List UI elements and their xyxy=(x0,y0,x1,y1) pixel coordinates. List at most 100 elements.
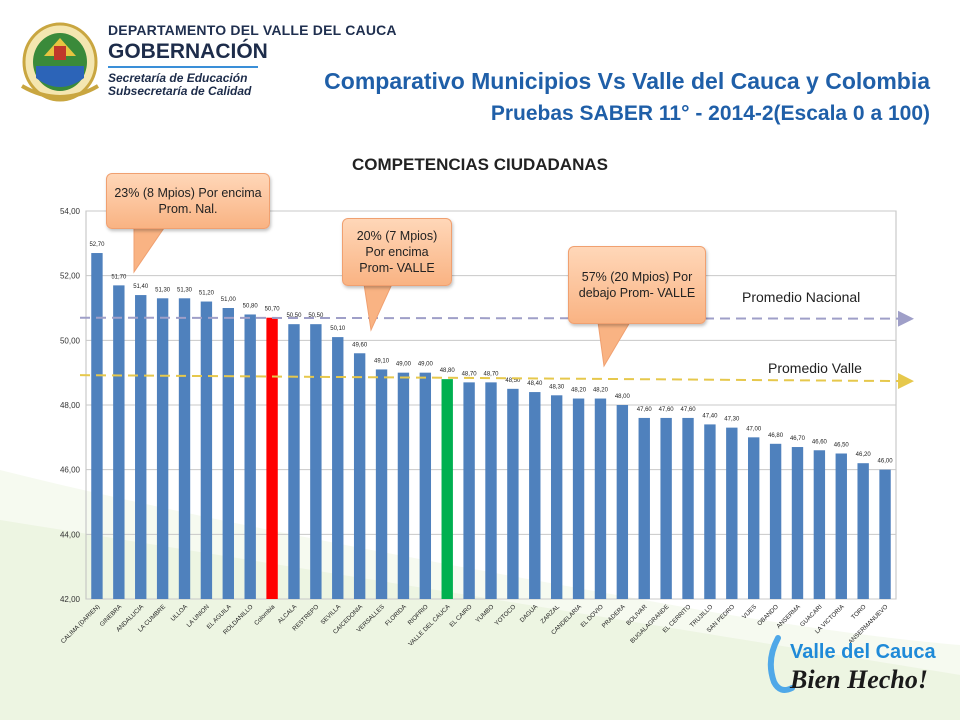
bar xyxy=(594,398,607,599)
y-tick-label: 54,00 xyxy=(60,207,81,216)
bar xyxy=(769,443,782,599)
x-tick-label: ULLOA xyxy=(170,603,190,623)
x-tick-label: DAGUA xyxy=(519,603,540,624)
bar-value-label: 51,30 xyxy=(155,287,171,293)
bar xyxy=(529,392,541,599)
bar xyxy=(156,298,169,599)
bar-value-label: 48,70 xyxy=(462,371,478,377)
bar-value-label: 48,20 xyxy=(593,388,609,394)
bar xyxy=(135,295,147,599)
bar xyxy=(726,427,738,599)
bar xyxy=(244,314,256,599)
bar-value-label: 48,70 xyxy=(483,371,499,377)
bar-value-label: 47,60 xyxy=(637,407,653,413)
bar-value-label: 48,30 xyxy=(549,384,565,390)
bar-value-label: 46,60 xyxy=(812,439,828,445)
national-average-label: Promedio Nacional xyxy=(742,289,861,305)
bar xyxy=(375,369,388,599)
bar-value-label: 51,00 xyxy=(221,297,237,303)
bar-value-label: 51,20 xyxy=(199,291,215,297)
x-tick-label: YUMBO xyxy=(474,603,495,624)
bar-value-label: 48,20 xyxy=(571,388,587,394)
x-tick-label: ZARZAL xyxy=(539,603,561,625)
x-tick-label: VALLE DEL CAUCA xyxy=(407,603,452,648)
y-tick-label: 42,00 xyxy=(60,595,81,604)
bar-value-label: 47,60 xyxy=(659,407,675,413)
bar xyxy=(660,417,672,599)
secretariat-name: Secretaría de Educación xyxy=(108,71,248,85)
bar xyxy=(178,298,191,599)
bar xyxy=(310,324,322,599)
bar xyxy=(91,253,103,600)
bar-value-label: 51,30 xyxy=(177,287,193,293)
bar xyxy=(288,324,300,599)
page-subtitle: Pruebas SABER 11° - 2014-2(Escala 0 a 10… xyxy=(490,102,930,125)
bar-value-label: 46,50 xyxy=(834,443,850,449)
x-tick-label: Colombia xyxy=(253,603,277,627)
callout-above-valle-text: 20% (7 Mpios) Por encima Prom- VALLE xyxy=(342,218,452,286)
bar xyxy=(682,417,694,599)
bar xyxy=(463,382,475,599)
bar-value-label: 47,40 xyxy=(702,413,718,419)
valle-brand-logo: Valle del Cauca Bien Hecho! xyxy=(760,630,940,704)
bar xyxy=(638,417,650,599)
bar xyxy=(485,382,497,599)
bar xyxy=(397,372,410,599)
bar-value-label: 46,70 xyxy=(790,436,806,442)
department-name: DEPARTAMENTO DEL VALLE DEL CAUCA xyxy=(108,22,397,38)
bar-value-label: 46,80 xyxy=(768,433,784,439)
x-tick-label: EL CAIRO xyxy=(448,603,473,628)
bar xyxy=(113,285,125,599)
valle-average-line xyxy=(79,373,914,390)
callout-above-national-text: 23% (8 Mpios) Por encima Prom. Nal. xyxy=(106,173,270,229)
brand-line1: Valle del Cauca xyxy=(790,641,937,663)
x-tick-label: TORO xyxy=(850,603,868,621)
bar-value-label: 46,20 xyxy=(856,452,872,458)
bar xyxy=(353,353,366,599)
x-tick-label: BUGALAGRANDE xyxy=(629,603,670,644)
bar xyxy=(704,424,716,599)
coat-of-arms-logo xyxy=(20,22,100,102)
bar-value-label: 51,40 xyxy=(133,284,149,290)
bar-value-label: 48,50 xyxy=(505,378,521,384)
bar-value-label: 51,70 xyxy=(111,274,127,280)
x-tick-label: FLORIDA xyxy=(384,603,409,628)
header-divider xyxy=(108,66,258,68)
brand-line2: Bien Hecho! xyxy=(789,665,928,694)
bar-value-label: 49,00 xyxy=(396,362,412,368)
bar-value-label: 47,30 xyxy=(724,417,740,423)
bar-value-label: 48,80 xyxy=(440,368,456,374)
x-tick-label: YOTOCO xyxy=(493,603,517,627)
bar-value-label: 48,00 xyxy=(615,394,631,400)
bar xyxy=(266,317,278,599)
x-tick-label: ANSERMA xyxy=(775,603,802,630)
bar xyxy=(550,395,563,599)
government-name: GOBERNACIÓN xyxy=(108,40,268,63)
bar xyxy=(332,337,344,599)
y-tick-label: 48,00 xyxy=(60,401,81,410)
bar-value-label: 50,50 xyxy=(308,313,324,319)
y-tick-label: 46,00 xyxy=(60,466,81,475)
bar-value-label: 49,60 xyxy=(352,342,368,348)
bar xyxy=(813,450,826,599)
x-tick-label: PRADERA xyxy=(601,603,628,630)
bar-value-label: 47,60 xyxy=(681,407,697,413)
bar-value-label: 50,10 xyxy=(330,326,346,332)
bar-value-label: 52,70 xyxy=(89,242,105,248)
bar-value-label: 49,10 xyxy=(374,358,390,364)
bar xyxy=(835,453,847,599)
national-average-line xyxy=(79,310,914,327)
bar-value-label: 49,00 xyxy=(418,362,434,368)
organization-block: DEPARTAMENTO DEL VALLE DEL CAUCA GOBERNA… xyxy=(108,22,397,98)
bar-value-label: 47,00 xyxy=(746,426,762,432)
bar xyxy=(507,388,519,599)
bar xyxy=(879,469,891,599)
bar xyxy=(200,301,213,599)
bar xyxy=(616,405,629,599)
y-tick-label: 44,00 xyxy=(60,530,81,539)
bar xyxy=(222,308,234,599)
bar-value-label: 50,80 xyxy=(243,303,259,309)
page-title: Comparativo Municipios Vs Valle del Cauc… xyxy=(324,68,930,94)
